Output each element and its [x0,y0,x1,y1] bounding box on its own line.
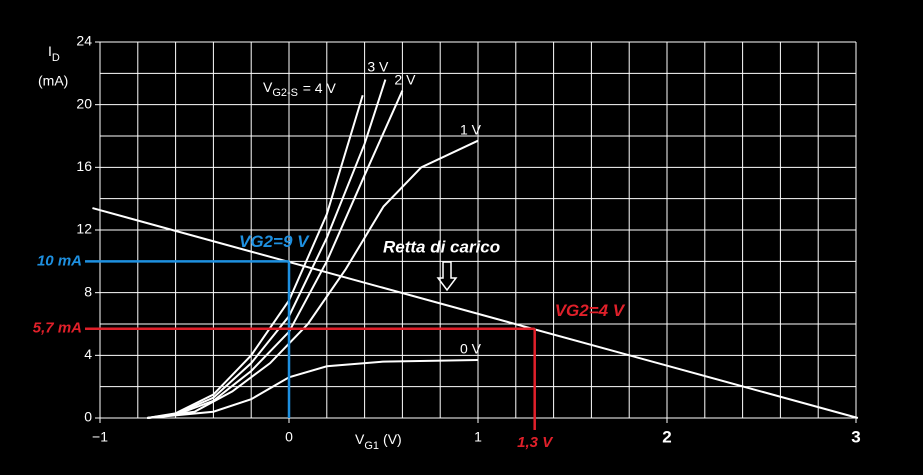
curve [147,139,479,419]
y-axis-unit: (mA) [38,73,68,89]
load-line [92,207,859,419]
operating-current-label: 10 mA [37,252,82,269]
y-tick-label: 12 [76,221,92,237]
x-axis-label: VG1 (V) [355,431,402,452]
y-tick-label: 24 [76,33,92,49]
y-tick-label: 8 [84,283,92,299]
curve-label: 2 V [394,71,416,87]
y-tick-label: 16 [76,158,92,174]
curve-label: = 4 V [303,80,337,96]
curve [147,94,364,419]
y-tick-label: 4 [84,346,92,362]
curve [147,359,479,419]
curve [147,79,387,419]
x-tick-label: 2 [662,427,671,446]
load-line-arrow [436,261,458,292]
x-tick-label: 1 [474,429,482,445]
x-tick-label: 0 [285,429,293,445]
curve-label-prefix: VG2-S [263,79,298,99]
curve-label: 0 V [460,341,482,357]
curve-label: 1 V [460,121,482,137]
curve-label: 3 V [367,58,389,74]
y-tick-label: 0 [84,409,92,425]
y-tick-label: 20 [76,95,92,111]
x-tick-label: 3 [851,427,860,446]
operating-voltage-label: 1,3 V [517,434,554,451]
x-tick-label: −1 [92,429,108,445]
y-axis-label: ID [48,43,60,64]
load-line-label: Retta di carico [383,237,500,256]
operating-point-label: VG2=4 V [555,301,626,320]
operating-point-label: VG2=9 V [239,232,310,251]
operating-current-label: 5,7 mA [33,320,82,337]
